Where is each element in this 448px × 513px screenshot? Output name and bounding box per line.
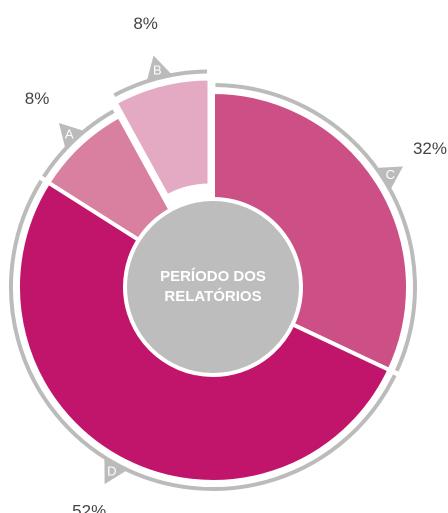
category-label: D — [107, 463, 116, 478]
category-label: C — [386, 167, 395, 182]
category-label: B — [153, 62, 162, 77]
segment — [211, 89, 410, 373]
value-label: 8% — [133, 14, 158, 33]
marker — [104, 457, 128, 485]
center-circle — [127, 201, 299, 373]
center-label: PERÍODO DOS — [160, 268, 266, 285]
center-label: RELATÓRIOS — [164, 287, 261, 305]
segment — [16, 179, 393, 485]
segment — [45, 113, 174, 243]
segment — [112, 76, 212, 200]
value-label: 52% — [72, 502, 106, 513]
value-label: 8% — [25, 89, 50, 108]
marker — [376, 166, 403, 191]
marker — [146, 55, 173, 82]
value-label: 32% — [413, 139, 447, 158]
category-label: A — [65, 126, 74, 141]
marker — [58, 122, 85, 150]
